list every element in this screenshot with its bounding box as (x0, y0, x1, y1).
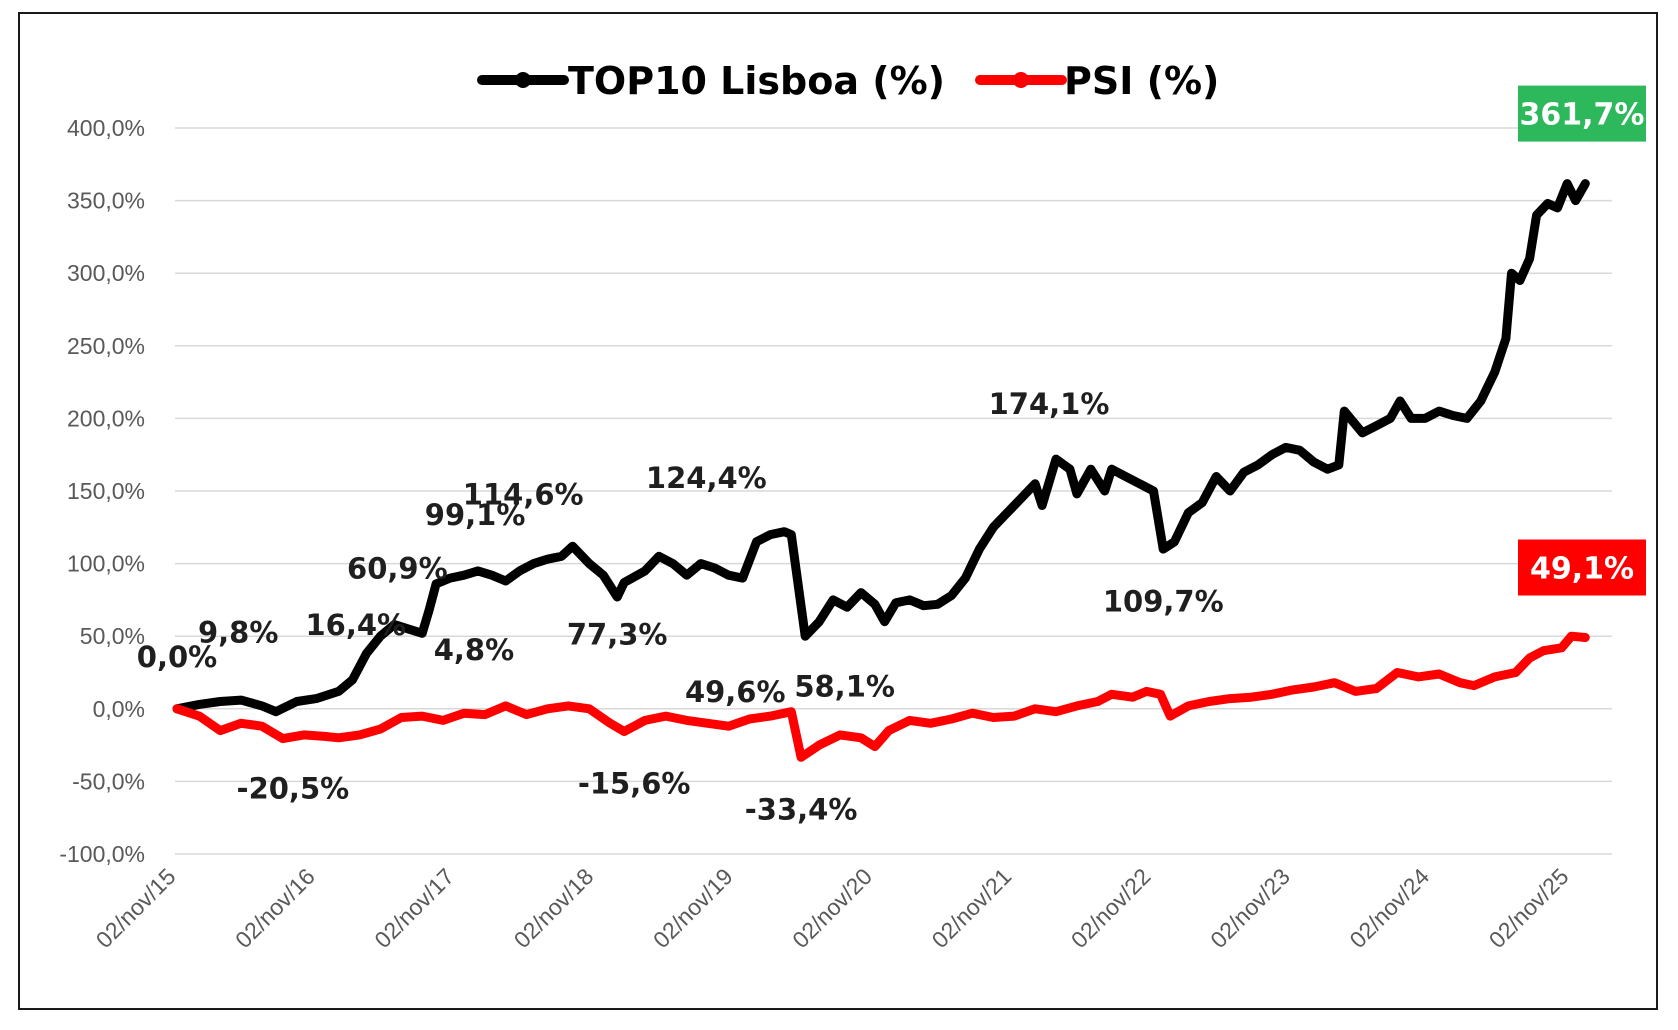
series-line-top10-lisboa (172, 179, 1590, 717)
end-label-text: 361,7% (1520, 98, 1645, 133)
data-label: -20,5% (237, 772, 350, 806)
x-tick-label: 02/nov/24 (1344, 863, 1434, 953)
data-label: 49,6% (685, 675, 786, 709)
series-lines (172, 179, 1590, 762)
x-tick-label: 02/nov/19 (648, 863, 738, 953)
y-tick-label: 100,0% (67, 551, 145, 577)
chart-frame (18, 12, 1658, 1010)
data-label: 0,0% (137, 640, 217, 674)
legend-label: TOP10 Lisboa (%) (568, 59, 945, 103)
y-tick-label: -100,0% (59, 841, 145, 867)
y-axis: -100,0% -50,0% 0,0% 50,0% 100,0% 150,0% 200,0%… (59, 115, 145, 867)
data-label: 9,8% (198, 616, 278, 650)
y-tick-label: 300,0% (67, 260, 145, 286)
y-tick-label: 250,0% (67, 333, 145, 359)
x-tick-label: 02/nov/22 (1066, 863, 1156, 953)
data-label: 4,8% (434, 633, 514, 667)
data-label: 114,6% (463, 477, 584, 511)
x-tick-label: 02/nov/23 (1205, 863, 1295, 953)
x-tick-label: 02/nov/21 (927, 863, 1017, 953)
data-label: 99,1% (425, 498, 526, 532)
x-axis: 02/nov/15 02/nov/16 02/nov/17 02/nov/18 02/n… (91, 863, 1574, 953)
x-tick-label: 02/nov/25 (1484, 863, 1574, 953)
x-tick-label: 02/nov/16 (230, 863, 320, 953)
x-tick-label: 02/nov/17 (369, 863, 459, 953)
y-tick-label: 0,0% (93, 696, 145, 722)
data-label: 58,1% (794, 669, 895, 703)
data-label: 16,4% (305, 608, 406, 642)
x-tick-label: 02/nov/20 (787, 863, 877, 953)
legend-marker (515, 72, 531, 88)
end-labels: 361,7% 49,1% (1518, 85, 1646, 596)
legend-marker (1013, 72, 1029, 88)
y-tick-label: 350,0% (67, 188, 145, 214)
y-tick-label: 150,0% (67, 478, 145, 504)
data-label: 174,1% (989, 387, 1110, 421)
data-label: 109,7% (1103, 585, 1224, 619)
y-tick-label: 200,0% (67, 405, 145, 431)
x-tick-label: 02/nov/18 (509, 863, 599, 953)
y-tick-label: 50,0% (80, 623, 145, 649)
legend: TOP10 Lisboa (%) PSI (%) (477, 59, 1219, 103)
y-tick-label: 400,0% (67, 115, 145, 141)
legend-label: PSI (%) (1064, 59, 1219, 103)
data-label: -15,6% (578, 766, 691, 800)
x-tick-label: 02/nov/15 (91, 863, 181, 953)
data-label: 124,4% (646, 461, 767, 495)
data-label: 77,3% (567, 618, 668, 652)
annotations: 0,0%9,8% 16,4% 60,9% 99,1%114,6% 124,4% 174,1… (137, 387, 1224, 826)
y-tick-label: -50,0% (72, 768, 145, 794)
data-label: -33,4% (745, 792, 858, 826)
end-label-text: 49,1% (1530, 552, 1634, 587)
series-line-psi (172, 631, 1590, 762)
gridlines (175, 127, 1612, 855)
end-label-badge (1518, 539, 1646, 596)
end-label-badge (1518, 85, 1646, 142)
data-label: 60,9% (347, 551, 448, 585)
